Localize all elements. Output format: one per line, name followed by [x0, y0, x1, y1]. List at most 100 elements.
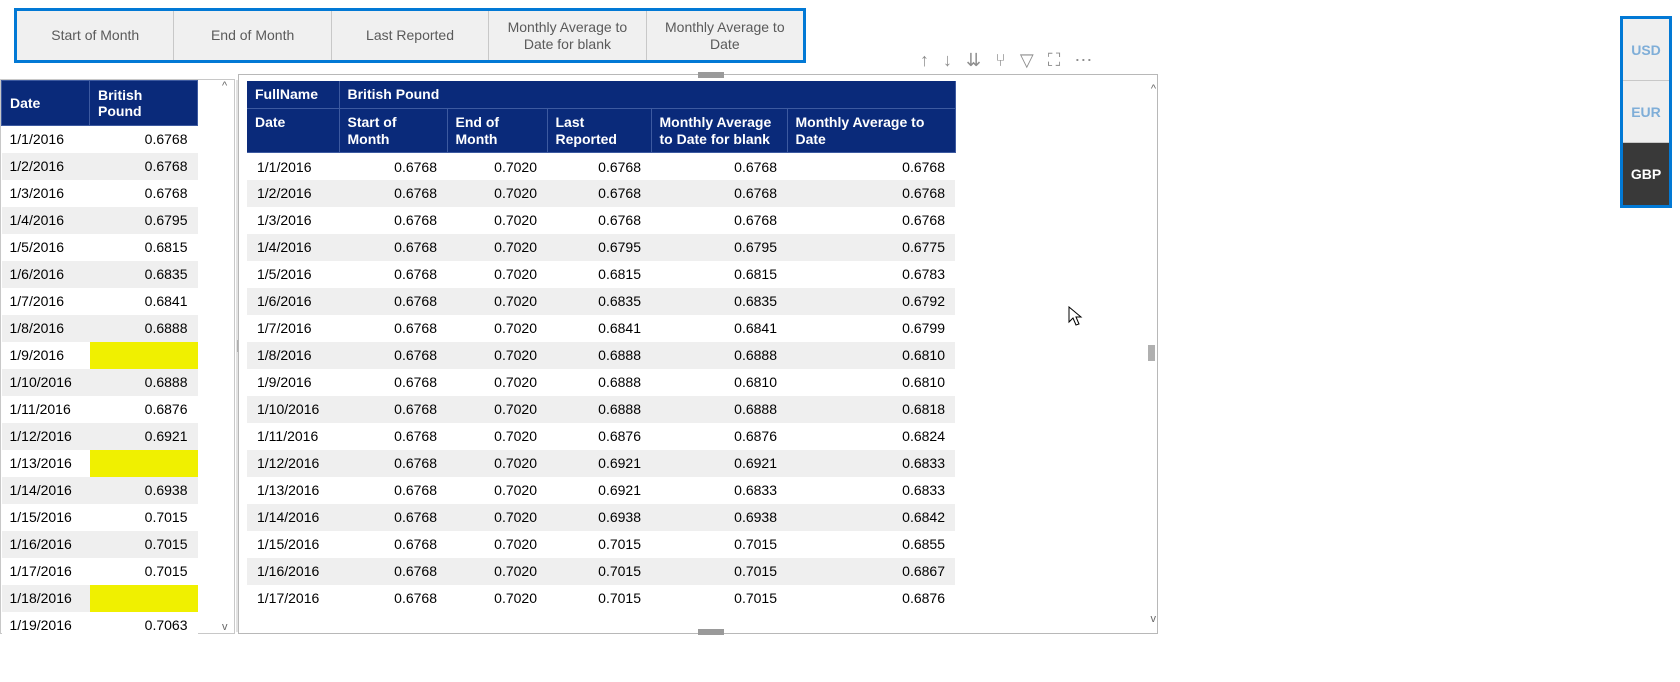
matrix-corner-fullname[interactable]: FullName: [247, 81, 339, 108]
table-row[interactable]: 1/8/20160.6888: [2, 315, 198, 342]
slicer-item-monthly-avg[interactable]: Monthly Average to Date: [647, 11, 803, 60]
table-row[interactable]: 1/5/20160.67680.70200.68150.68150.6783: [247, 261, 955, 288]
scroll-down-icon[interactable]: v: [1151, 613, 1157, 625]
drill-up-icon[interactable]: ↑: [920, 50, 929, 71]
drill-down-icon[interactable]: ↓: [943, 50, 952, 71]
resize-handle-top[interactable]: [698, 72, 724, 78]
resize-handle-bottom[interactable]: [698, 629, 724, 635]
slicer-item-end-of-month[interactable]: End of Month: [174, 11, 331, 60]
cell-value: 0.6921: [651, 450, 787, 477]
measure-slicer[interactable]: Start of Month End of Month Last Reporte…: [14, 8, 806, 63]
cell-date: 1/6/2016: [247, 288, 339, 315]
matrix-col-monthly-avg[interactable]: Monthly Average to Date: [787, 108, 955, 153]
hierarchy-icon[interactable]: ⑂: [995, 50, 1006, 71]
table-row[interactable]: 1/4/20160.6795: [2, 207, 198, 234]
table-row[interactable]: 1/14/20160.6938: [2, 477, 198, 504]
table-row[interactable]: 1/8/20160.67680.70200.68880.68880.6810: [247, 342, 955, 369]
table-row[interactable]: 1/13/20160.67680.70200.69210.68330.6833: [247, 477, 955, 504]
cell-value: 0.6824: [787, 423, 955, 450]
table-row[interactable]: 1/19/20160.7063: [2, 612, 198, 639]
cell-value: 0.6888: [547, 396, 651, 423]
scroll-up-icon[interactable]: ^: [1151, 83, 1156, 95]
filter-icon[interactable]: ▽: [1020, 50, 1034, 71]
matrix-visual[interactable]: FullName British Pound Date Start of Mon…: [238, 74, 1158, 634]
table-row[interactable]: 1/3/20160.6768: [2, 180, 198, 207]
table-row[interactable]: 1/10/20160.67680.70200.68880.68880.6818: [247, 396, 955, 423]
currency-eur[interactable]: EUR: [1623, 81, 1669, 143]
scroll-up-icon[interactable]: ^: [222, 80, 234, 92]
cell-value: 0.6768: [90, 153, 198, 180]
table-row[interactable]: 1/12/20160.67680.70200.69210.69210.6833: [247, 450, 955, 477]
table-row[interactable]: 1/3/20160.67680.70200.67680.67680.6768: [247, 207, 955, 234]
table-row[interactable]: 1/4/20160.67680.70200.67950.67950.6775: [247, 234, 955, 261]
table-row[interactable]: 1/6/20160.67680.70200.68350.68350.6792: [247, 288, 955, 315]
slicer-item-last-reported[interactable]: Last Reported: [332, 11, 489, 60]
table-row[interactable]: 1/9/20160.67680.70200.68880.68100.6810: [247, 369, 955, 396]
matrix-scrollbar[interactable]: ^ v: [1145, 75, 1157, 633]
table-row[interactable]: 1/5/20160.6815: [2, 234, 198, 261]
currency-gbp[interactable]: GBP: [1623, 143, 1669, 205]
cell-value: 0.7063: [90, 612, 198, 639]
focus-mode-icon[interactable]: ⛶: [1048, 50, 1061, 71]
left-table-visual[interactable]: ^ v Date British Pound 1/1/20160.67681/2…: [0, 79, 235, 634]
scrollbar-thumb[interactable]: [1148, 345, 1155, 361]
table-row[interactable]: 1/14/20160.67680.70200.69380.69380.6842: [247, 504, 955, 531]
cell-value: 0.6835: [651, 288, 787, 315]
table-row[interactable]: 1/1/20160.67680.70200.67680.67680.6768: [247, 153, 955, 180]
more-options-icon[interactable]: ⋯: [1074, 50, 1092, 71]
table-row[interactable]: 1/7/20160.6841: [2, 288, 198, 315]
table-row[interactable]: 1/11/20160.6876: [2, 396, 198, 423]
slicer-item-start-of-month[interactable]: Start of Month: [17, 11, 174, 60]
left-table-header-date[interactable]: Date: [2, 81, 90, 126]
cell-value: [90, 450, 198, 477]
expand-all-icon[interactable]: ⇊: [966, 50, 981, 71]
currency-usd[interactable]: USD: [1623, 19, 1669, 81]
table-row[interactable]: 1/1/20160.6768: [2, 126, 198, 153]
matrix-row-header-date[interactable]: Date: [247, 108, 339, 153]
table-row[interactable]: 1/2/20160.6768: [2, 153, 198, 180]
cell-value: 0.6835: [547, 288, 651, 315]
table-row[interactable]: 1/18/2016: [2, 585, 198, 612]
cell-value: 0.6938: [651, 504, 787, 531]
cell-date: 1/12/2016: [247, 450, 339, 477]
cell-value: 0.6842: [787, 504, 955, 531]
matrix-col-end-of-month[interactable]: End of Month: [447, 108, 547, 153]
cell-value: 0.6768: [547, 207, 651, 234]
table-row[interactable]: 1/13/2016: [2, 450, 198, 477]
table-row[interactable]: 1/16/20160.7015: [2, 531, 198, 558]
cell-value: 0.6867: [787, 558, 955, 585]
cell-value: 0.6888: [90, 369, 198, 396]
table-row[interactable]: 1/11/20160.67680.70200.68760.68760.6824: [247, 423, 955, 450]
cell-value: 0.7015: [651, 558, 787, 585]
cell-value: 0.6841: [547, 315, 651, 342]
table-row[interactable]: 1/16/20160.67680.70200.70150.70150.6867: [247, 558, 955, 585]
table-row[interactable]: 1/10/20160.6888: [2, 369, 198, 396]
matrix-column-group[interactable]: British Pound: [339, 81, 955, 108]
table-row[interactable]: 1/15/20160.67680.70200.70150.70150.6855: [247, 531, 955, 558]
table-row[interactable]: 1/7/20160.67680.70200.68410.68410.6799: [247, 315, 955, 342]
cell-value: 0.6876: [547, 423, 651, 450]
matrix-col-start-of-month[interactable]: Start of Month: [339, 108, 447, 153]
table-row[interactable]: 1/15/20160.7015: [2, 504, 198, 531]
currency-slicer[interactable]: USD EUR GBP: [1620, 16, 1672, 208]
table-row[interactable]: 1/9/2016: [2, 342, 198, 369]
cell-value: 0.6768: [339, 234, 447, 261]
cell-value: 0.7020: [447, 153, 547, 180]
cell-value: 0.6768: [339, 207, 447, 234]
cell-value: 0.6768: [339, 180, 447, 207]
table-row[interactable]: 1/17/20160.67680.70200.70150.70150.6876: [247, 585, 955, 612]
cell-value: 0.7020: [447, 477, 547, 504]
table-row[interactable]: 1/12/20160.6921: [2, 423, 198, 450]
table-row[interactable]: 1/6/20160.6835: [2, 261, 198, 288]
cell-value: 0.7020: [447, 234, 547, 261]
cell-date: 1/17/2016: [247, 585, 339, 612]
cell-value: 0.6833: [787, 450, 955, 477]
slicer-item-monthly-avg-blank[interactable]: Monthly Average to Date for blank: [489, 11, 646, 60]
left-table-header-value[interactable]: British Pound: [90, 81, 198, 126]
cell-value: [90, 585, 198, 612]
matrix-col-monthly-avg-blank[interactable]: Monthly Average to Date for blank: [651, 108, 787, 153]
table-row[interactable]: 1/2/20160.67680.70200.67680.67680.6768: [247, 180, 955, 207]
matrix-col-last-reported[interactable]: Last Reported: [547, 108, 651, 153]
table-row[interactable]: 1/17/20160.7015: [2, 558, 198, 585]
scroll-down-icon[interactable]: v: [222, 621, 234, 633]
